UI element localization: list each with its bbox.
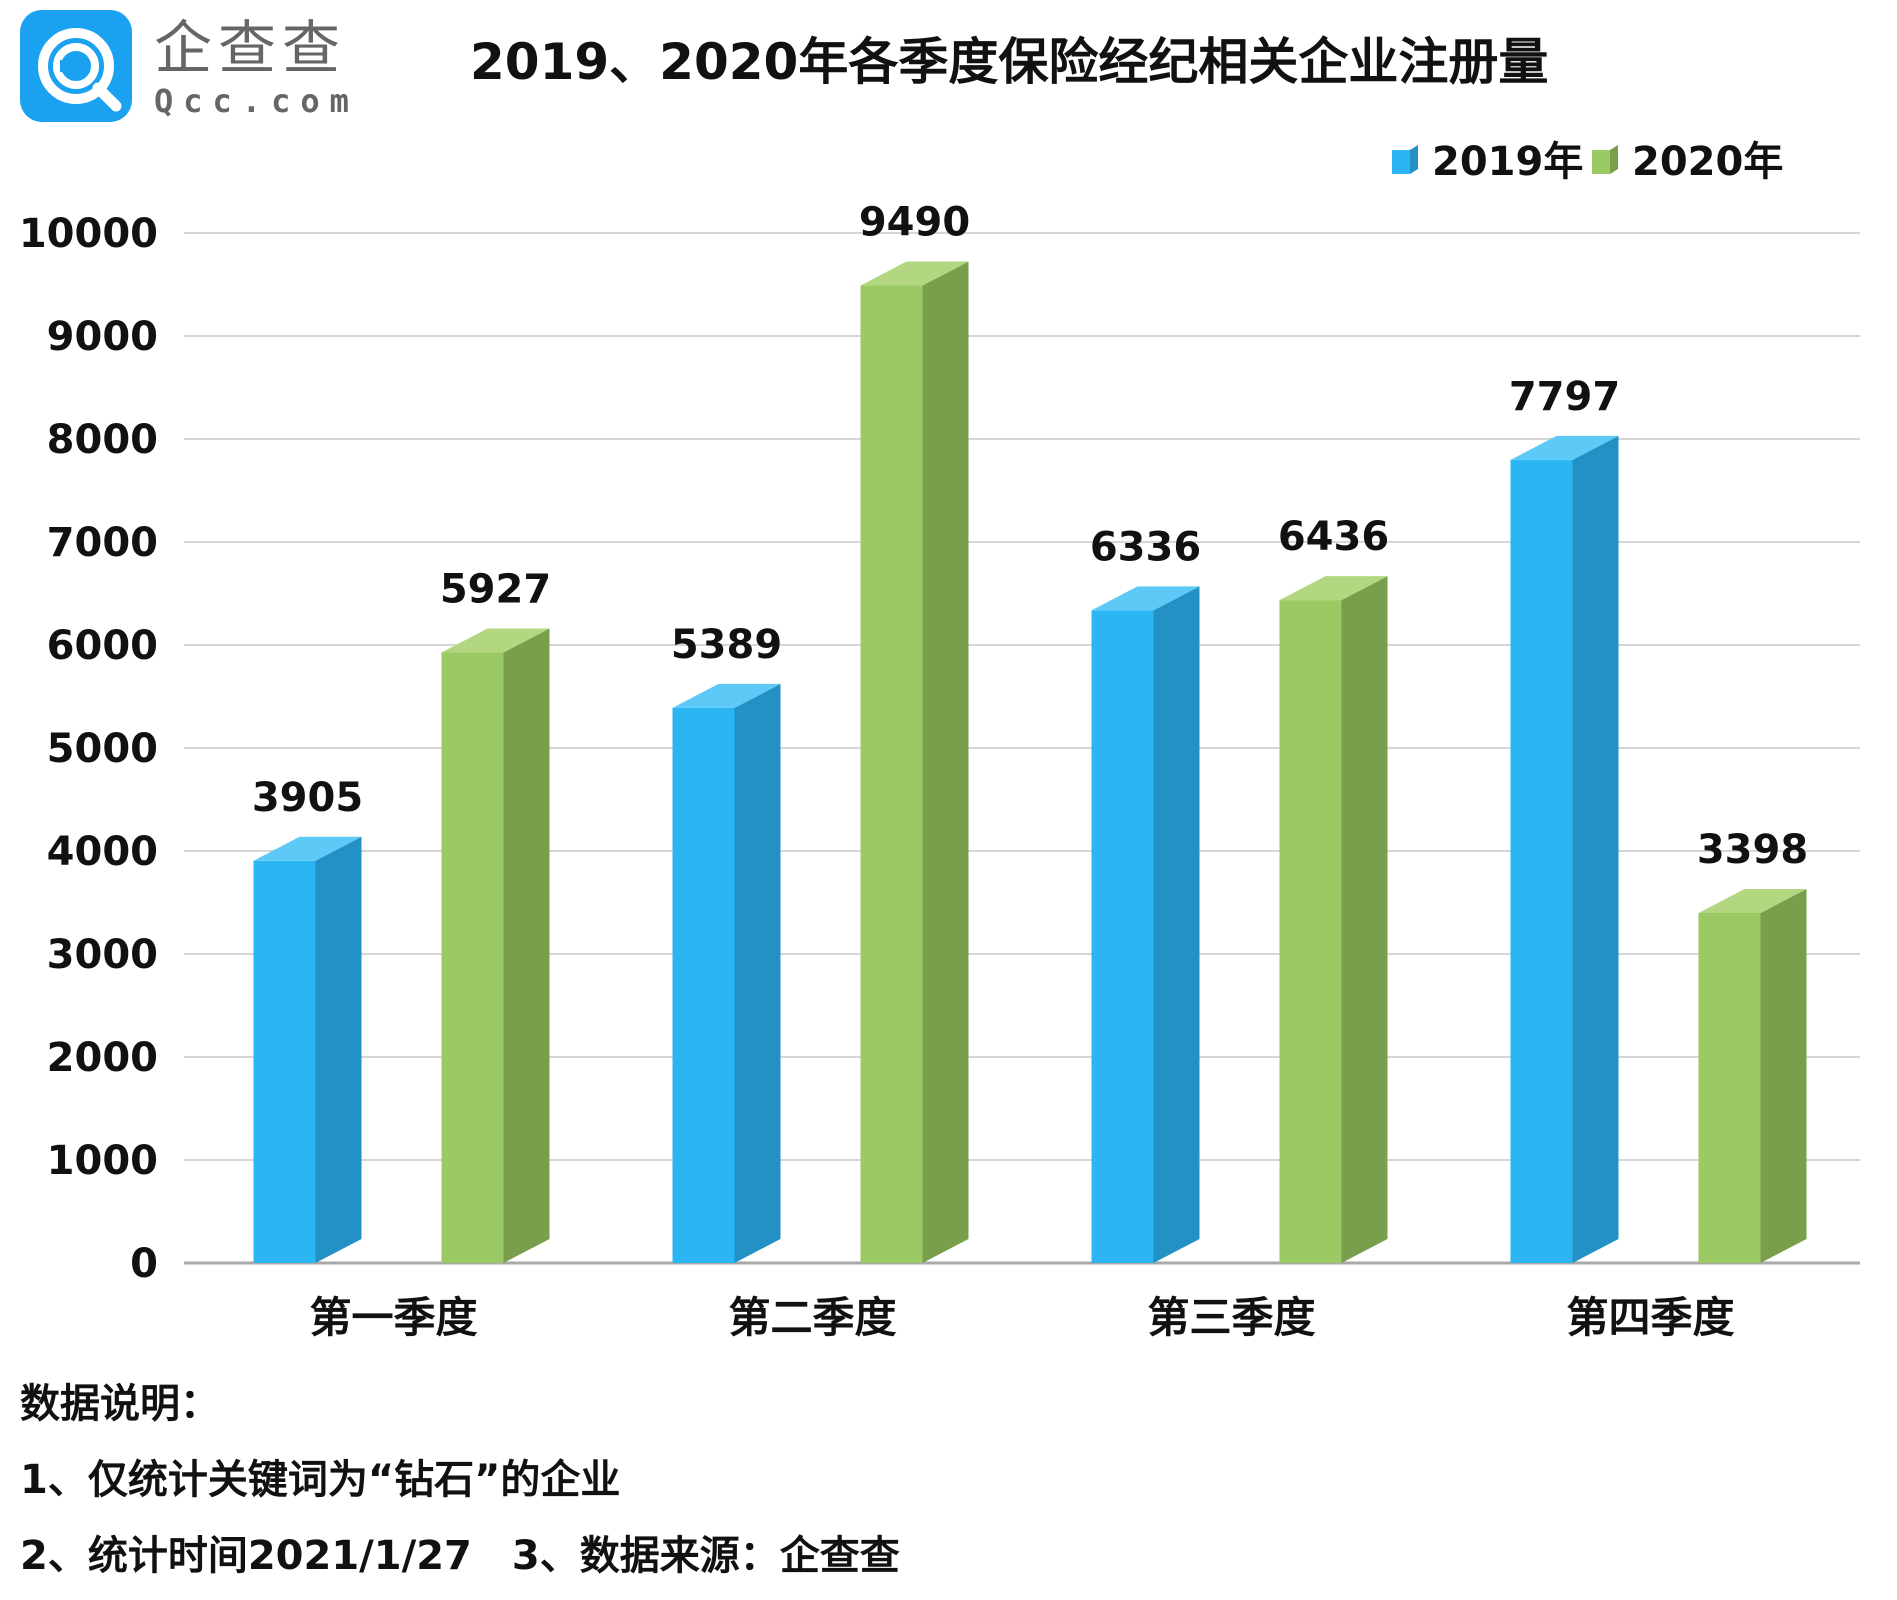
- x-tick-label: 第一季度: [309, 1293, 477, 1342]
- bar-2-front: [1698, 913, 1761, 1263]
- bar-2-side: [922, 261, 969, 1263]
- data-label: 6436: [1278, 514, 1389, 560]
- y-tick-label: 4000: [47, 829, 158, 875]
- y-tick-label: 10000: [19, 211, 158, 257]
- notes-line-1: 1、仅统计关键词为“钻石”的企业: [20, 1457, 621, 1503]
- bar-1-front: [672, 707, 735, 1263]
- y-tick-label: 6000: [47, 623, 158, 669]
- bar-1-top: [1510, 435, 1619, 460]
- data-label: 7797: [1509, 374, 1620, 420]
- data-label: 6336: [1090, 524, 1201, 570]
- bar-chart: 0 1000 2000 3000 4000 5000 6000 7000 8000 9000 100…: [19, 139, 1860, 1342]
- bar-2-front: [441, 652, 504, 1263]
- data-label: 5927: [440, 567, 551, 613]
- x-tick-label: 第三季度: [1147, 1293, 1315, 1342]
- bar-2-side: [1760, 889, 1807, 1263]
- y-tick-label: 0: [130, 1241, 158, 1287]
- data-label: 3905: [252, 775, 363, 821]
- legend-swatch-side: [1410, 145, 1418, 174]
- notes-heading: 数据说明：: [20, 1381, 220, 1427]
- legend-swatch: [1392, 150, 1410, 174]
- bar-1-side: [734, 683, 781, 1263]
- data-label: 5389: [671, 622, 782, 668]
- bar-1-side: [1153, 586, 1200, 1263]
- y-tick-label: 8000: [47, 417, 158, 463]
- bar-2-top: [441, 628, 550, 653]
- bar-1-front: [1091, 610, 1154, 1263]
- bar-1-front: [1510, 459, 1573, 1263]
- brand-logo: 企查查 Qcc.com: [20, 10, 359, 122]
- bar-2-front: [860, 285, 923, 1263]
- x-tick-label: 第二季度: [728, 1293, 896, 1342]
- bar-2-top: [1279, 576, 1388, 601]
- legend-label: 2020年: [1632, 139, 1783, 185]
- legend-label: 2019年: [1432, 139, 1583, 185]
- qcc-logo-icon: [20, 10, 132, 122]
- bar-2-front: [1279, 600, 1342, 1263]
- data-label: 9490: [859, 200, 970, 246]
- bar-1-top: [1091, 586, 1200, 611]
- y-tick-label: 3000: [47, 932, 158, 978]
- bar-1-side: [315, 836, 362, 1263]
- bar-2-top: [860, 261, 969, 286]
- y-tick-label: 5000: [47, 726, 158, 772]
- bar-2-side: [1341, 576, 1388, 1263]
- logo-brand-en: Qcc.com: [154, 82, 359, 120]
- data-notes: 数据说明： 1、仅统计关键词为“钻石”的企业 2、统计时间2021/1/27 3…: [20, 1372, 900, 1600]
- data-label: 3398: [1697, 827, 1808, 873]
- bar-1-top: [253, 836, 362, 861]
- chart-title: 2019、2020年各季度保险经纪相关企业注册量: [470, 33, 1549, 91]
- y-tick-label: 2000: [47, 1035, 158, 1081]
- x-tick-label: 第四季度: [1566, 1293, 1734, 1342]
- logo-brand-cn: 企查查: [154, 14, 347, 82]
- bar-1-side: [1572, 435, 1619, 1263]
- legend-swatch-side: [1610, 145, 1618, 174]
- bar-1-front: [253, 860, 316, 1263]
- bar-2-side: [503, 628, 550, 1263]
- y-tick-label: 1000: [47, 1138, 158, 1184]
- notes-line-2: 2、统计时间2021/1/27 3、数据来源：企查查: [20, 1533, 900, 1579]
- y-tick-label: 9000: [47, 314, 158, 360]
- bar-1-top: [672, 683, 781, 708]
- bar-2-top: [1698, 889, 1807, 914]
- legend-swatch: [1592, 150, 1610, 174]
- y-tick-label: 7000: [47, 520, 158, 566]
